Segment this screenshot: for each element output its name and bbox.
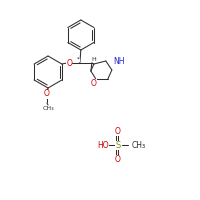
Text: O: O — [115, 154, 121, 164]
Text: HO: HO — [97, 140, 109, 150]
Text: O: O — [44, 90, 50, 98]
Text: *: * — [77, 57, 80, 62]
Text: O: O — [91, 78, 97, 88]
Text: NH: NH — [113, 56, 124, 66]
Text: O: O — [115, 127, 121, 136]
Text: H: H — [91, 57, 96, 62]
Text: O: O — [66, 58, 72, 68]
Text: CH₃: CH₃ — [42, 106, 54, 110]
Text: CH₃: CH₃ — [132, 140, 146, 150]
Text: S: S — [115, 140, 121, 150]
